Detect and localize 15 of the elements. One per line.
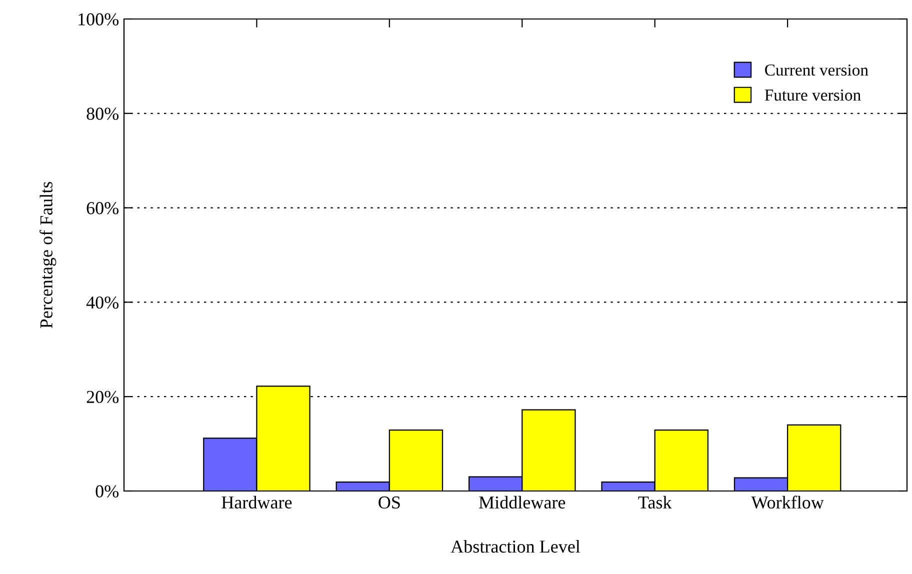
y-tick-label: 80% — [86, 108, 119, 120]
x-tick-label: Middleware — [479, 496, 566, 509]
y-tick-label: 0% — [96, 485, 119, 498]
x-tick-label: OS — [378, 496, 400, 509]
legend-label: Current version — [765, 64, 868, 76]
y-axis-title: Percentage of Faults — [40, 182, 56, 328]
y-tick-label: 20% — [86, 390, 119, 404]
x-axis-title: Abstraction Level — [450, 540, 580, 553]
x-tick-label: Workflow — [751, 496, 824, 509]
x-tick-label: Task — [638, 496, 672, 509]
x-tick-label: Hardware — [222, 496, 292, 509]
y-tick-label: 40% — [86, 296, 119, 309]
legend-label: Future version — [764, 90, 861, 101]
y-tick-label: 60% — [86, 202, 119, 214]
y-tick-label: 100% — [78, 13, 119, 26]
